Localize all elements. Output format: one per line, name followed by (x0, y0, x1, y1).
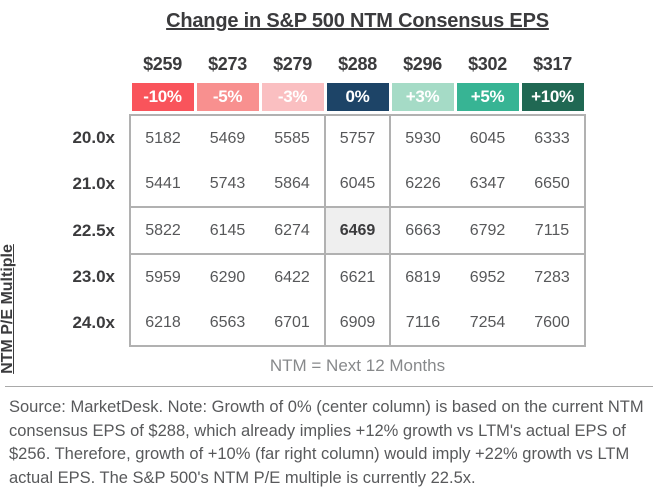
pct-badge-pos10: +10% (521, 83, 584, 111)
row-label: 24.0x (72, 313, 115, 332)
pct-badge-pos3: +3% (391, 83, 454, 111)
table-row: 21.0x 5441 5743 5864 6045 6226 6347 6650 (30, 161, 586, 207)
table-cell: 6909 (324, 300, 391, 347)
highlighted-cell: 6469 (324, 206, 391, 255)
row-label: 22.5x (72, 220, 115, 240)
pct-badge-zero: 0% (326, 83, 389, 111)
pct-badge-pos5: +5% (456, 83, 519, 111)
table-cell: 6792 (455, 206, 520, 255)
table-cell: 5441 (129, 161, 195, 207)
row-label: 21.0x (72, 174, 115, 193)
table-cell: 6952 (469, 268, 506, 286)
table-cell: 6045 (455, 114, 520, 161)
table-cell: 6274 (260, 206, 325, 255)
table-cell: 6422 (274, 268, 310, 286)
table-cell: 5182 (129, 114, 195, 161)
table-cell: 5822 (129, 206, 195, 255)
table-row: 20.0x 5182 5469 5585 5757 5930 6045 6333 (30, 114, 586, 161)
table-cell: 6218 (129, 300, 195, 347)
ntm-definition-note: NTM = Next 12 Months (269, 356, 446, 375)
pct-badge-neg10: -10% (131, 83, 194, 111)
eps-header: $317 (533, 53, 572, 74)
footer-divider (5, 386, 653, 387)
corner-spacer (30, 83, 130, 115)
pct-change-row: -10% -5% -3% 0% +3% +5% +10% (30, 83, 585, 115)
table-cell: 7115 (520, 206, 586, 255)
table-cell: 6045 (324, 161, 391, 207)
table-cell: 6663 (390, 206, 455, 255)
table-cell: 5585 (260, 114, 325, 161)
table-cell: 6701 (260, 300, 325, 347)
table-cell: 6621 (324, 254, 391, 300)
table-cell: 6819 (405, 268, 441, 286)
eps-header: $273 (208, 53, 247, 74)
table-cell: 5959 (129, 254, 195, 300)
table-cell: 6145 (195, 206, 260, 255)
pct-badge-neg5: -5% (196, 83, 259, 111)
table-cell: 6563 (195, 300, 260, 347)
table-cell: 5930 (390, 114, 455, 161)
table-cell: 6226 (405, 174, 441, 192)
table-cell: 7600 (520, 300, 586, 347)
sensitivity-chart: NTM P/E Multiple $259 $273 $279 $288 $29… (0, 53, 658, 374)
eps-header: $279 (273, 53, 312, 74)
corner-spacer (30, 53, 130, 83)
source-note: Source: MarketDesk. Note: Growth of 0% (… (9, 398, 644, 487)
eps-header: $296 (403, 53, 442, 74)
eps-header: $288 (338, 53, 377, 74)
table-cell: 5757 (324, 114, 391, 161)
table-cell: 6333 (520, 114, 586, 161)
row-label: 20.0x (72, 128, 115, 147)
table-cell: 7254 (455, 300, 520, 347)
table-cell: 5469 (195, 114, 260, 161)
sensitivity-table: $259 $273 $279 $288 $296 $302 $317 -10% … (30, 53, 586, 347)
table-cell: 6290 (209, 268, 246, 286)
table-row-current-multiple: 22.5x 5822 6145 6274 6469 6663 6792 7115 (30, 206, 586, 255)
table-cell: 7283 (520, 254, 586, 300)
eps-header-row: $259 $273 $279 $288 $296 $302 $317 (30, 53, 585, 83)
eps-header: $259 (143, 53, 182, 74)
table-cell: 5743 (209, 174, 246, 192)
table-row: 24.0x 6218 6563 6701 6909 7116 7254 7600 (30, 300, 586, 347)
row-label: 23.0x (72, 267, 115, 286)
table-cell: 6347 (469, 174, 506, 192)
table-cell: 6650 (520, 161, 586, 207)
table-row: 23.0x 5959 6290 6422 6621 6819 6952 7283 (30, 254, 586, 300)
y-axis-label: NTM P/E Multiple (0, 244, 16, 374)
eps-header: $302 (468, 53, 507, 74)
chart-title: Change in S&P 500 NTM Consensus EPS (166, 10, 549, 32)
pct-badge-neg3: -3% (261, 83, 324, 111)
table-cell: 5864 (274, 174, 310, 192)
table-cell: 7116 (390, 300, 455, 347)
